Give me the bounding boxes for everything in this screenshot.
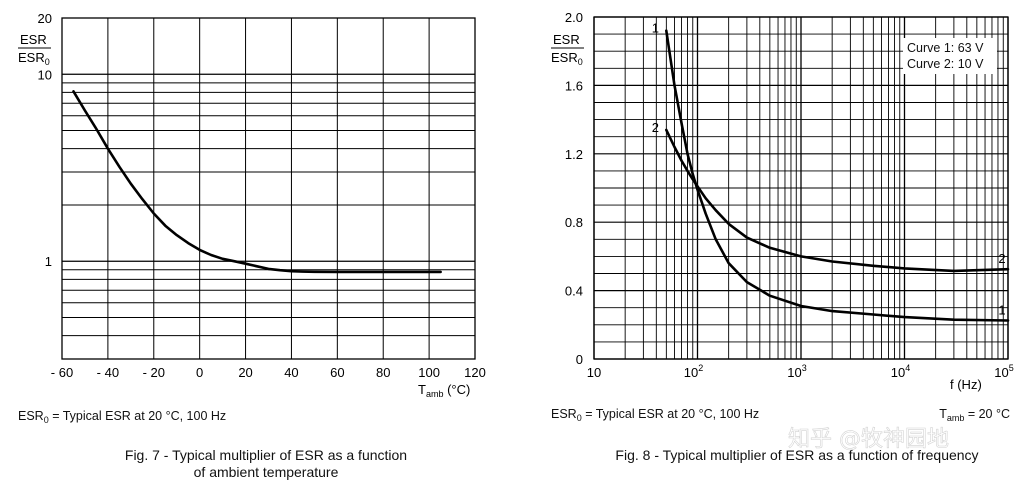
- chart2-series-end-label: 2: [998, 251, 1005, 266]
- chart2-ylabel-denominator: ESR0: [551, 50, 583, 67]
- chart1-x-tick-label: 60: [330, 365, 344, 380]
- chart2-xlabel: f (Hz): [950, 377, 982, 392]
- chart1-footnote: ESR0 = Typical ESR at 20 °C, 100 Hz: [18, 409, 226, 425]
- chart2-legend-item-1: Curve 1: 63 V: [907, 41, 984, 55]
- chart2-series-start-label: 1: [652, 21, 659, 36]
- chart2-caption: Fig. 8 - Typical multiplier of ESR as a …: [615, 447, 978, 463]
- chart1-ylabel-denominator: ESR0: [18, 50, 50, 67]
- chart2-x-tick-label: 105: [994, 363, 1013, 380]
- chart-esr-vs-temperature: - 60 - 40 - 20 0 20 40 60 80 100 120 20 10 1 ESR ES…: [18, 11, 486, 480]
- chart2-plot-border: [593, 16, 1009, 360]
- chart2-x-tick-label: 103: [787, 363, 806, 380]
- chart2-frame: [593, 16, 1009, 360]
- chart1-x-tick-labels: - 60 - 40 - 20 0 20 40 60 80 100 120: [51, 365, 486, 380]
- chart1-x-tick-label: - 60: [51, 365, 73, 380]
- chart2-series-line-1: [665, 29, 1010, 322]
- chart1-caption-line2: of ambient temperature: [194, 464, 339, 480]
- chart2-y-tick-label: 2.0: [565, 10, 583, 25]
- chart1-x-tick-label: 40: [284, 365, 298, 380]
- chart2-legend-item-2: Curve 2: 10 V: [907, 57, 984, 71]
- chart1-caption-line1: Fig. 7 - Typical multiplier of ESR as a …: [125, 447, 407, 463]
- chart2-series-start-label: 2: [652, 120, 659, 135]
- chart1-xlabel: Tamb (°C): [418, 382, 470, 399]
- chart1-series-line: [72, 90, 442, 274]
- chart2-footnote: ESR0 = Typical ESR at 20 °C, 100 Hz: [551, 407, 759, 423]
- chart1-frame: [61, 17, 476, 360]
- chart2-y-tick-label: 1.6: [565, 78, 583, 93]
- chart2-series: 1 1 2 2: [652, 21, 1010, 322]
- chart2-y-tick-label: 0.4: [565, 284, 583, 299]
- chart-esr-vs-frequency: 10 102 103 104 105 0 0.4 0.8 1.2 1.6 2.0 1 1 2 2 Cur…: [551, 10, 1014, 463]
- chart1-x-tick-label: 80: [376, 365, 390, 380]
- chart1-y-tick-labels: 20 10 1: [38, 11, 52, 269]
- chart2-y-tick-label: 0: [576, 352, 583, 367]
- chart1-ylabel-numerator: ESR: [20, 32, 47, 47]
- chart2-y-tick-labels: 0 0.4 0.8 1.2 1.6 2.0: [565, 10, 583, 367]
- chart2-x-tick-labels: 10 102 103 104 105: [587, 363, 1014, 380]
- chart1-x-tick-label: 120: [464, 365, 486, 380]
- chart1-x-tick-label: 20: [238, 365, 252, 380]
- chart1-grid: [61, 17, 476, 359]
- chart2-series-end-label: 1: [998, 303, 1005, 318]
- chart2-legend-box: [903, 38, 997, 74]
- chart1-series: [72, 90, 442, 274]
- chart2-ylabel-numerator: ESR: [553, 32, 580, 47]
- chart2-x-tick-label: 10: [587, 365, 601, 380]
- chart1-y-tick-label: 10: [38, 67, 52, 82]
- chart1-x-tick-label: - 40: [97, 365, 119, 380]
- chart2-series-line-2: [665, 128, 1010, 273]
- chart1-x-tick-label: - 20: [143, 365, 165, 380]
- chart1-x-tick-label: 100: [418, 365, 440, 380]
- chart2-x-tick-label: 102: [684, 363, 703, 380]
- chart1-plot-border: [61, 17, 476, 360]
- watermark-text: 知乎 @牧神园地: [788, 427, 949, 452]
- chart2-x-tick-label: 104: [891, 363, 910, 380]
- chart2-y-tick-label: 1.2: [565, 147, 583, 162]
- chart2-condition: Tamb = 20 °C: [939, 407, 1010, 423]
- chart1-y-tick-label: 20: [38, 11, 52, 26]
- chart1-y-tick-label: 1: [45, 254, 52, 269]
- chart2-y-tick-label: 0.8: [565, 215, 583, 230]
- chart1-x-tick-label: 0: [196, 365, 203, 380]
